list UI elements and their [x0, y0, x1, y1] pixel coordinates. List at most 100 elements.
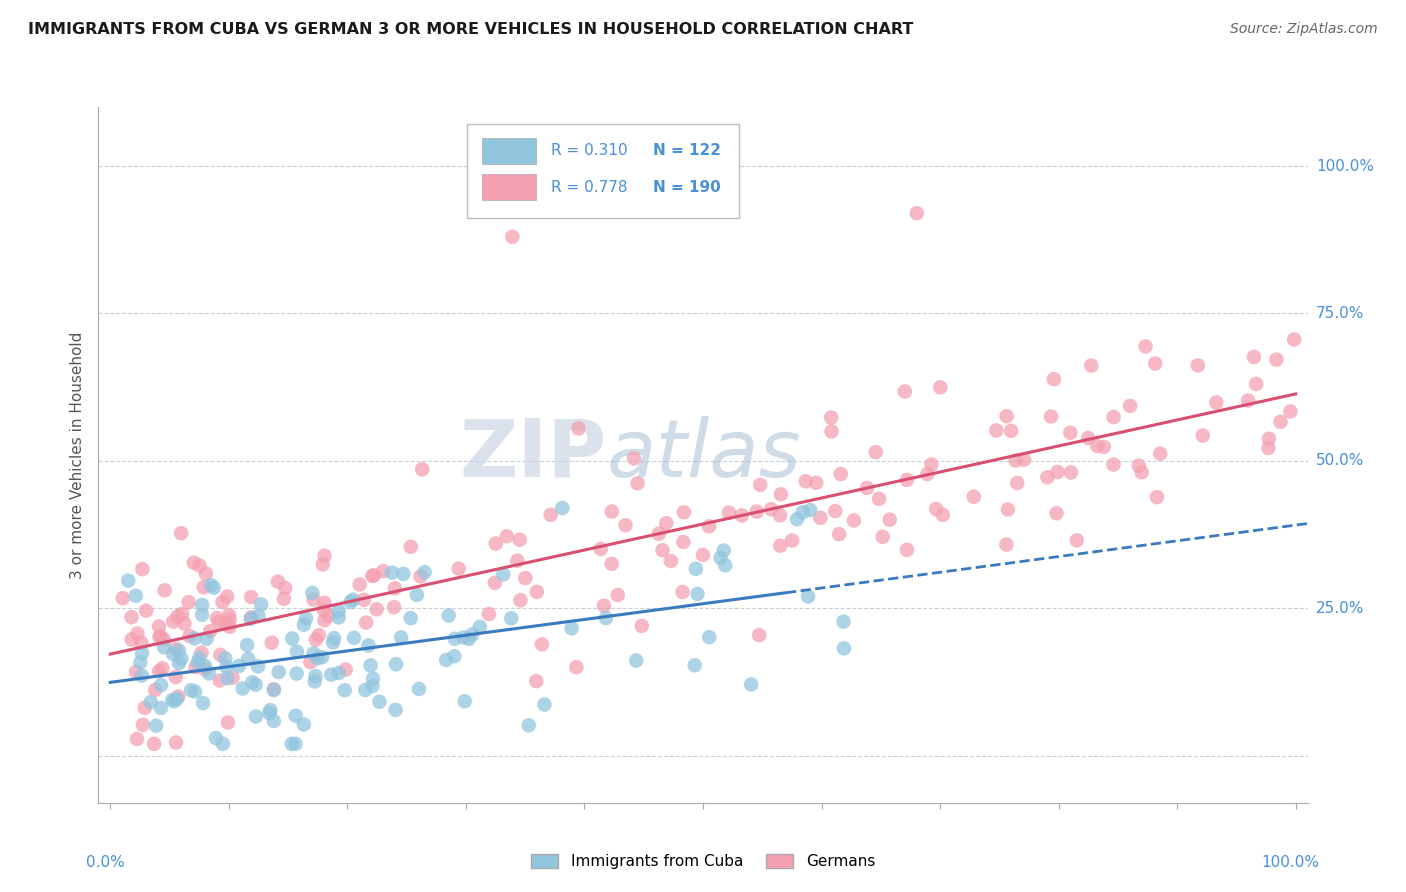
Point [1102, 458, 1125, 472]
Point [524, 674, 547, 689]
Point [267, 665, 290, 679]
Point [453, 631, 475, 645]
Point [314, 596, 336, 610]
Point [399, 540, 422, 554]
Point [132, 718, 155, 732]
Point [312, 603, 335, 617]
Point [354, 682, 377, 697]
Point [856, 481, 879, 495]
Point [328, 665, 350, 680]
Point [1257, 432, 1279, 446]
Point [135, 604, 157, 618]
Point [184, 684, 207, 698]
Point [221, 671, 243, 685]
Point [606, 588, 628, 602]
Point [121, 632, 143, 647]
Point [1257, 441, 1279, 455]
Point [593, 599, 616, 613]
Point [311, 650, 333, 665]
Point [323, 631, 346, 645]
Point [363, 568, 385, 582]
Point [127, 626, 149, 640]
Point [659, 554, 682, 568]
Text: 75.0%: 75.0% [1316, 306, 1364, 321]
Point [184, 660, 207, 674]
Point [551, 500, 574, 515]
Point [183, 556, 205, 570]
Point [236, 638, 259, 652]
Point [745, 504, 768, 518]
Point [166, 691, 188, 706]
Point [150, 661, 173, 675]
Point [232, 681, 254, 696]
Point [731, 508, 754, 523]
Point [692, 548, 714, 562]
Point [1244, 376, 1267, 391]
Point [295, 611, 318, 625]
Point [240, 590, 263, 604]
Point [651, 543, 673, 558]
Point [1187, 359, 1209, 373]
Point [1080, 359, 1102, 373]
Point [280, 737, 302, 751]
Point [820, 425, 842, 439]
Point [361, 569, 384, 583]
Point [830, 467, 852, 481]
Point [434, 653, 457, 667]
Text: 0.0%: 0.0% [86, 855, 125, 870]
Point [384, 703, 406, 717]
Point [567, 421, 589, 435]
Point [167, 644, 190, 658]
FancyBboxPatch shape [482, 137, 536, 164]
Point [263, 714, 285, 728]
Point [202, 581, 225, 595]
Point [125, 665, 148, 679]
Point [188, 558, 211, 573]
Point [872, 530, 894, 544]
Point [304, 674, 326, 689]
Point [170, 526, 193, 541]
Point [218, 607, 240, 622]
Point [357, 639, 380, 653]
Point [217, 590, 239, 604]
Point [501, 611, 523, 625]
Point [1130, 465, 1153, 479]
Point [170, 652, 193, 666]
Point [492, 567, 515, 582]
Point [392, 566, 415, 581]
Point [385, 657, 408, 672]
Point [238, 652, 260, 666]
Point [167, 690, 190, 704]
Point [686, 587, 709, 601]
Point [995, 409, 1018, 424]
Point [143, 737, 166, 751]
Point [1092, 440, 1115, 454]
Point [150, 701, 173, 715]
Point [180, 683, 202, 698]
Point [194, 566, 217, 581]
Point [932, 508, 955, 522]
Point [307, 651, 329, 665]
Point [129, 635, 152, 649]
Point [148, 665, 170, 679]
Point [208, 615, 231, 629]
Point [443, 632, 465, 646]
Point [1077, 431, 1099, 445]
Point [218, 620, 240, 634]
Point [314, 549, 336, 563]
Point [217, 715, 239, 730]
Point [1007, 475, 1029, 490]
Point [457, 632, 479, 646]
Point [117, 574, 139, 588]
Point [842, 513, 865, 527]
Point [368, 695, 391, 709]
Point [672, 505, 695, 519]
Point [198, 624, 221, 639]
Point [373, 564, 395, 578]
Point [267, 574, 290, 589]
Point [600, 557, 623, 571]
Text: 50.0%: 50.0% [1316, 453, 1364, 468]
Point [986, 424, 1008, 438]
Point [759, 502, 782, 516]
Point [173, 616, 195, 631]
